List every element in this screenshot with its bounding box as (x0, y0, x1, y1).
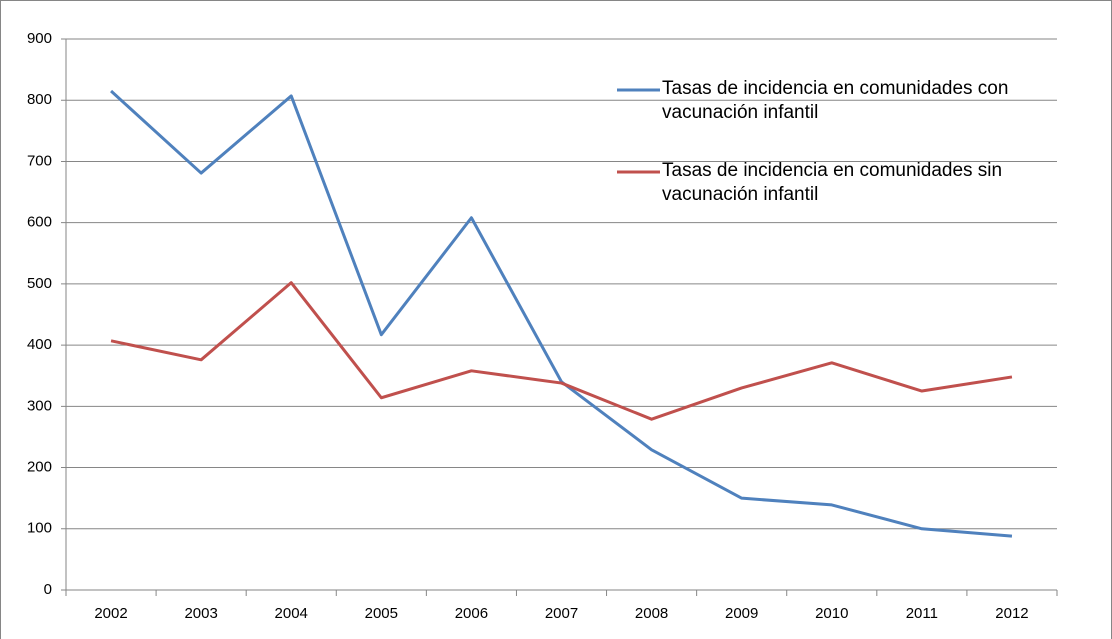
y-tick-label: 700 (27, 152, 52, 169)
y-tick-label: 100 (27, 520, 52, 537)
x-tick-label: 2004 (275, 605, 308, 622)
y-tick-label: 500 (27, 275, 52, 292)
x-tick-label: 2012 (995, 605, 1028, 622)
y-tick-label: 400 (27, 336, 52, 353)
y-tick-label: 800 (27, 91, 52, 108)
x-tick-label: 2008 (635, 605, 668, 622)
x-tick-label: 2010 (815, 605, 848, 622)
x-tick-label: 2009 (725, 605, 758, 622)
x-tick-label: 2007 (545, 605, 578, 622)
legend-label: Tasas de incidencia en comunidades con v… (662, 78, 1009, 123)
legend-label: Tasas de incidencia en comunidades sin v… (662, 160, 1003, 205)
x-tick-label: 2002 (94, 605, 127, 622)
y-tick-label: 900 (27, 30, 52, 47)
x-tick-label: 2011 (906, 605, 938, 622)
x-tick-label: 2006 (455, 605, 488, 622)
series-line (110, 89, 1013, 538)
series-line (110, 281, 1013, 421)
x-tick-label: 2003 (184, 605, 217, 622)
y-tick-label: 300 (27, 397, 52, 414)
y-tick-label: 0 (44, 581, 52, 598)
y-tick-label: 200 (27, 459, 52, 476)
x-tick-label: 2005 (365, 605, 398, 622)
y-tick-label: 600 (27, 214, 52, 231)
